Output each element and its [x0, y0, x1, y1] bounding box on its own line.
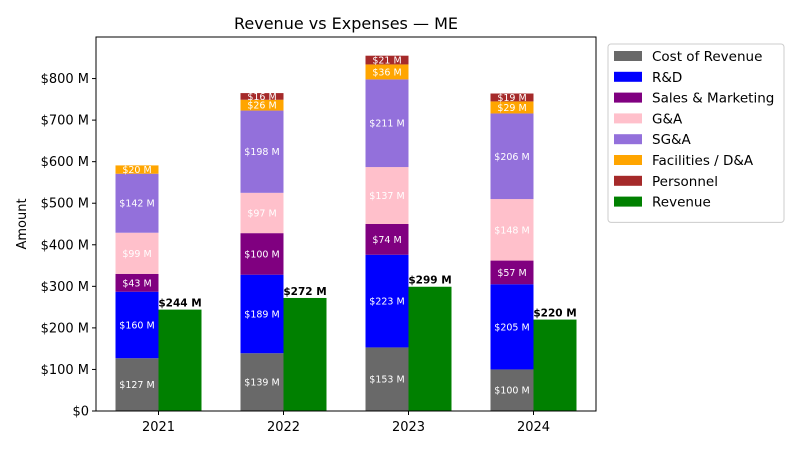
- plot-area: $127 M $160 M $43 M $99 M $142 M $20 M $244 M $…: [41, 36, 597, 435]
- segment-value-label: $29 M: [497, 103, 526, 114]
- segment-value-label: $127 M: [119, 380, 154, 391]
- segment-value-label: $57 M: [497, 268, 526, 279]
- legend-label: Revenue: [652, 195, 711, 211]
- bar-facilities-d-a-2022: [240, 99, 284, 111]
- x-tick-label: 2022: [267, 420, 300, 435]
- bar-g-a-2024: [490, 199, 534, 261]
- bar-cost-of-revenue-2023: [365, 347, 409, 411]
- segment-value-label: $97 M: [247, 208, 276, 219]
- legend-label: R&D: [652, 70, 682, 86]
- segment-value-label: $43 M: [122, 278, 151, 289]
- bar-revenue-2022: [283, 297, 327, 411]
- segment-value-label: $153 M: [369, 375, 404, 386]
- segment-value-label: $198 M: [244, 147, 279, 158]
- legend-swatch: [614, 155, 642, 165]
- x-tick-label: 2023: [392, 420, 425, 435]
- y-tick-label: $800 M: [41, 72, 89, 87]
- legend-label: SG&A: [652, 132, 692, 148]
- y-tick-label: $200 M: [41, 321, 89, 336]
- legend: Cost of Revenue R&D Sales & Marketing G&A SG…: [607, 43, 785, 223]
- x-tick-label: 2024: [517, 420, 550, 435]
- segment-value-label: $20 M: [122, 165, 151, 176]
- segment-value-label: $211 M: [369, 119, 404, 130]
- legend-label: G&A: [652, 111, 683, 127]
- revenue-value-label: $272 M: [283, 286, 326, 298]
- revenue-value-label: $220 M: [533, 308, 576, 320]
- legend-label: Sales & Marketing: [652, 91, 774, 107]
- segment-value-label: $142 M: [119, 199, 154, 210]
- legend-swatch: [614, 196, 642, 207]
- segment-value-label: $206 M: [494, 152, 529, 163]
- legend-swatch: [614, 134, 642, 145]
- bar-cost-of-revenue-2021: [115, 358, 159, 411]
- legend-label: Personnel: [652, 174, 718, 190]
- segment-value-label: $137 M: [369, 191, 404, 202]
- revenue-value-label: $299 M: [408, 275, 451, 287]
- bar-personnel-2024: [490, 93, 534, 102]
- segment-value-label: $19 M: [497, 93, 526, 104]
- segment-value-label: $189 M: [244, 309, 279, 320]
- y-tick-label: $700 M: [41, 114, 89, 129]
- bar-revenue-2021: [158, 309, 202, 411]
- bar-sales-marketing-2022: [240, 233, 284, 275]
- bar-sg-a-2022: [240, 110, 284, 193]
- legend-label: Cost of Revenue: [652, 49, 762, 65]
- segment-value-label: $21 M: [372, 56, 401, 67]
- bar-sg-a-2021: [115, 173, 159, 233]
- bar-facilities-d-a-2023: [365, 64, 409, 80]
- segment-value-label: $160 M: [119, 320, 154, 331]
- bar-facilities-d-a-2024: [490, 101, 534, 114]
- legend-swatch: [614, 113, 642, 124]
- legend-swatch: [614, 92, 642, 103]
- segment-value-label: $100 M: [494, 386, 529, 397]
- x-tick-label: 2021: [142, 420, 175, 435]
- legend-box: [607, 43, 785, 223]
- bar-personnel-2023: [365, 55, 409, 65]
- segment-value-label: $205 M: [494, 322, 529, 333]
- segment-value-label: $26 M: [247, 101, 276, 112]
- segment-value-label: $139 M: [244, 378, 279, 389]
- bar-r-d-2022: [240, 274, 284, 354]
- segment-value-label: $36 M: [372, 67, 401, 78]
- y-tick-label: $300 M: [41, 280, 89, 295]
- bar-r-d-2021: [115, 291, 159, 359]
- bar-cost-of-revenue-2022: [240, 353, 284, 411]
- bar-personnel-2022: [240, 93, 284, 100]
- bar-cost-of-revenue-2024: [490, 369, 534, 411]
- y-tick-label: $500 M: [41, 197, 89, 212]
- bar-facilities-d-a-2021: [115, 165, 159, 174]
- segment-value-label: $100 M: [244, 249, 279, 260]
- bar-g-a-2022: [240, 192, 284, 234]
- bar-sales-marketing-2023: [365, 224, 409, 255]
- bar-sg-a-2024: [490, 113, 534, 200]
- segment-value-label: $148 M: [494, 225, 529, 236]
- bar-g-a-2021: [115, 232, 159, 274]
- bar-revenue-2024: [533, 319, 577, 411]
- bar-revenue-2023: [408, 286, 452, 411]
- y-tick-label: $100 M: [41, 363, 89, 378]
- segment-value-label: $223 M: [369, 297, 404, 308]
- bar-r-d-2024: [490, 284, 534, 370]
- y-tick-label: $600 M: [41, 155, 89, 170]
- plot-frame: [95, 36, 597, 412]
- y-tick-label: $400 M: [41, 238, 89, 253]
- bar-r-d-2023: [365, 254, 409, 348]
- bar-sales-marketing-2021: [115, 273, 159, 292]
- legend-swatch: [614, 51, 642, 61]
- y-axis-label: Amount: [15, 198, 30, 249]
- y-tick-label: $0: [72, 405, 89, 420]
- chart-title: Revenue vs Expenses — ME: [234, 14, 458, 33]
- bar-sales-marketing-2024: [490, 260, 534, 285]
- segment-value-label: $16 M: [247, 92, 276, 103]
- bar-g-a-2023: [365, 167, 409, 224]
- segment-value-label: $74 M: [372, 235, 401, 246]
- legend-swatch: [614, 71, 642, 82]
- revenue-value-label: $244 M: [158, 298, 201, 310]
- legend-label: Facilities / D&A: [652, 153, 754, 169]
- legend-swatch: [614, 175, 642, 186]
- segment-value-label: $99 M: [122, 249, 151, 260]
- bar-sg-a-2023: [365, 79, 409, 168]
